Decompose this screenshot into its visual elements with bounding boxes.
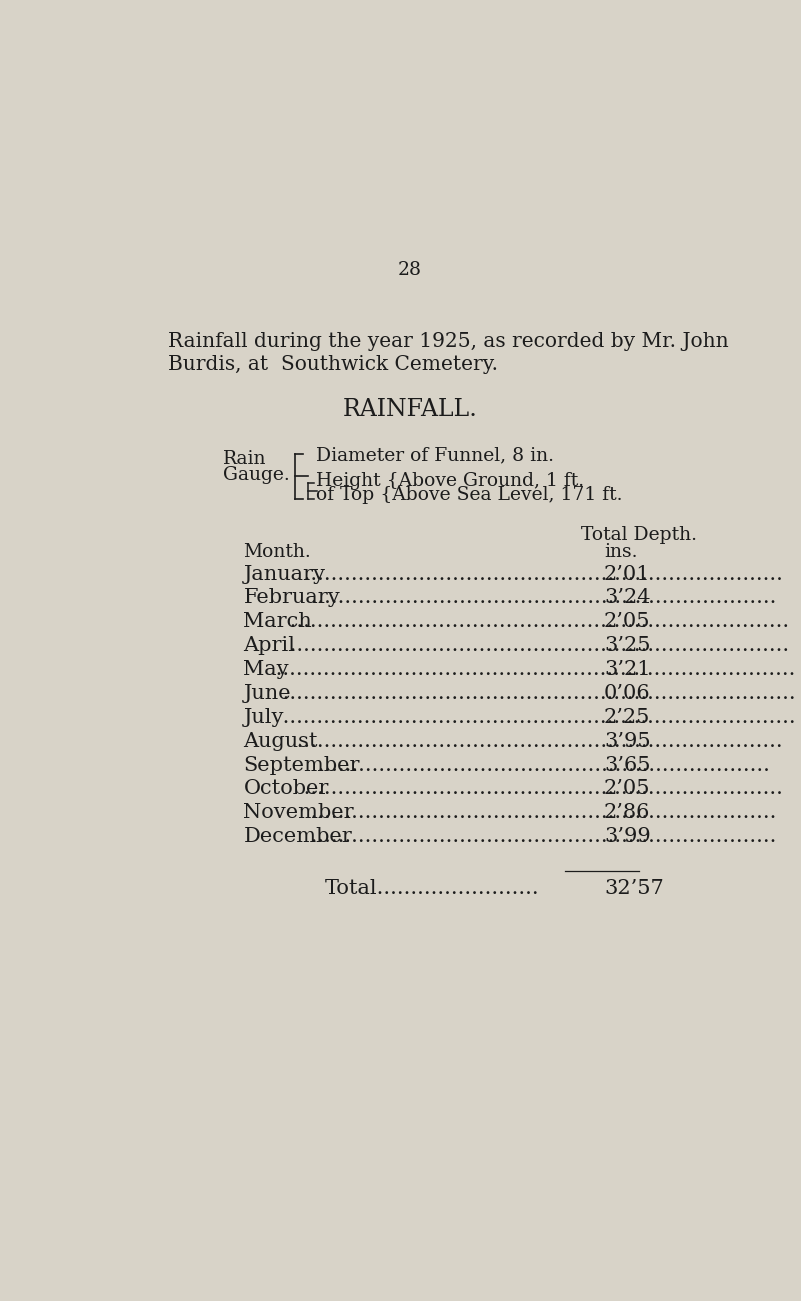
Text: March: March xyxy=(244,613,312,631)
Text: January: January xyxy=(244,565,325,584)
Text: 2’05: 2’05 xyxy=(604,613,650,631)
Text: October: October xyxy=(244,779,329,799)
Text: 32’57: 32’57 xyxy=(604,878,663,898)
Text: 2’25: 2’25 xyxy=(604,708,650,727)
Text: July: July xyxy=(244,708,284,727)
Text: 2’01: 2’01 xyxy=(604,565,650,584)
Text: May: May xyxy=(244,660,289,679)
Text: September: September xyxy=(244,756,360,774)
Text: 3’99: 3’99 xyxy=(604,827,650,846)
Text: 2’86: 2’86 xyxy=(604,803,650,822)
Text: .............................................................................: ........................................… xyxy=(269,660,795,679)
Text: 3’21: 3’21 xyxy=(604,660,650,679)
Text: Rain: Rain xyxy=(223,450,266,468)
Text: Rainfall during the year 1925, as recorded by Mr. John: Rainfall during the year 1925, as record… xyxy=(168,332,729,351)
Text: Diameter of Funnel, 8 in.: Diameter of Funnel, 8 in. xyxy=(316,446,553,464)
Text: .....................................................................: ........................................… xyxy=(304,588,776,608)
Text: of Top {Above Sea Level, 171 ft.: of Top {Above Sea Level, 171 ft. xyxy=(316,487,622,505)
Text: 0’06: 0’06 xyxy=(604,684,650,703)
Text: .....................................................................: ........................................… xyxy=(304,803,776,822)
Text: .......................................................................: ........................................… xyxy=(297,565,783,584)
Text: Burdis, at  Southwick Cemetery.: Burdis, at Southwick Cemetery. xyxy=(168,355,498,375)
Text: Month.: Month. xyxy=(244,543,312,561)
Text: Gauge.: Gauge. xyxy=(223,466,289,484)
Text: April: April xyxy=(244,636,296,656)
Text: 3’25: 3’25 xyxy=(604,636,650,656)
Text: November: November xyxy=(244,803,354,822)
Text: .......................................................................: ........................................… xyxy=(297,779,783,799)
Text: 3’95: 3’95 xyxy=(604,731,650,751)
Text: ............................................................................: ........................................… xyxy=(276,708,795,727)
Text: February: February xyxy=(244,588,340,608)
Text: .....................................................................: ........................................… xyxy=(304,827,776,846)
Text: ..........................................................................: ........................................… xyxy=(283,636,789,656)
Text: December: December xyxy=(244,827,352,846)
Text: August: August xyxy=(244,731,318,751)
Text: Total........................: Total........................ xyxy=(325,878,540,898)
Text: Height {Above Ground, 1 ft.: Height {Above Ground, 1 ft. xyxy=(316,472,584,489)
Text: ........................................................................: ........................................… xyxy=(290,731,783,751)
Text: June: June xyxy=(244,684,291,703)
Text: ..........................................................................: ........................................… xyxy=(283,613,789,631)
Text: ............................................................................: ........................................… xyxy=(276,684,795,703)
Text: 3’65: 3’65 xyxy=(604,756,650,774)
Text: RAINFALL.: RAINFALL. xyxy=(343,398,477,422)
Text: 28: 28 xyxy=(398,262,422,280)
Text: Total Depth.: Total Depth. xyxy=(581,526,697,544)
Text: ins.: ins. xyxy=(604,543,638,561)
Text: ...................................................................: ........................................… xyxy=(311,756,770,774)
Text: 3’24: 3’24 xyxy=(604,588,650,608)
Text: 2’05: 2’05 xyxy=(604,779,650,799)
